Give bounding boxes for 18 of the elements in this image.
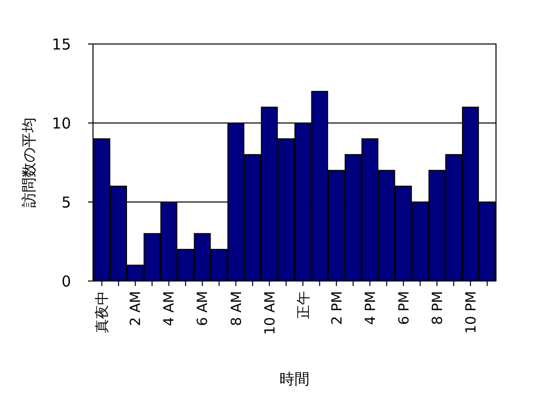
x-axis-title: 時間 [280, 370, 310, 388]
x-tick-label: 真夜中 [94, 291, 111, 333]
y-axis-title: 訪問数の平均 [20, 118, 38, 208]
y-tick-label: 0 [61, 272, 71, 290]
x-tick-label: 正午 [296, 291, 312, 319]
y-tick-label: 10 [52, 114, 71, 132]
x-tick-label: 8 AM [228, 291, 245, 326]
x-tick-label: 4 AM [162, 291, 178, 326]
x-tick-label: 10 PM [463, 291, 480, 334]
x-tick-label: 10 AM [262, 291, 278, 335]
x-tick-label: 4 PM [362, 291, 379, 325]
x-tick-label: 2 PM [329, 291, 346, 325]
x-tick-label: 6 AM [195, 291, 212, 326]
x-tick-label: 6 PM [396, 291, 412, 325]
y-tick-label: 15 [52, 35, 71, 54]
x-tick-label: 8 PM [430, 291, 446, 325]
x-tick-label: 2 AM [128, 291, 144, 326]
y-tick-label: 5 [61, 193, 71, 212]
